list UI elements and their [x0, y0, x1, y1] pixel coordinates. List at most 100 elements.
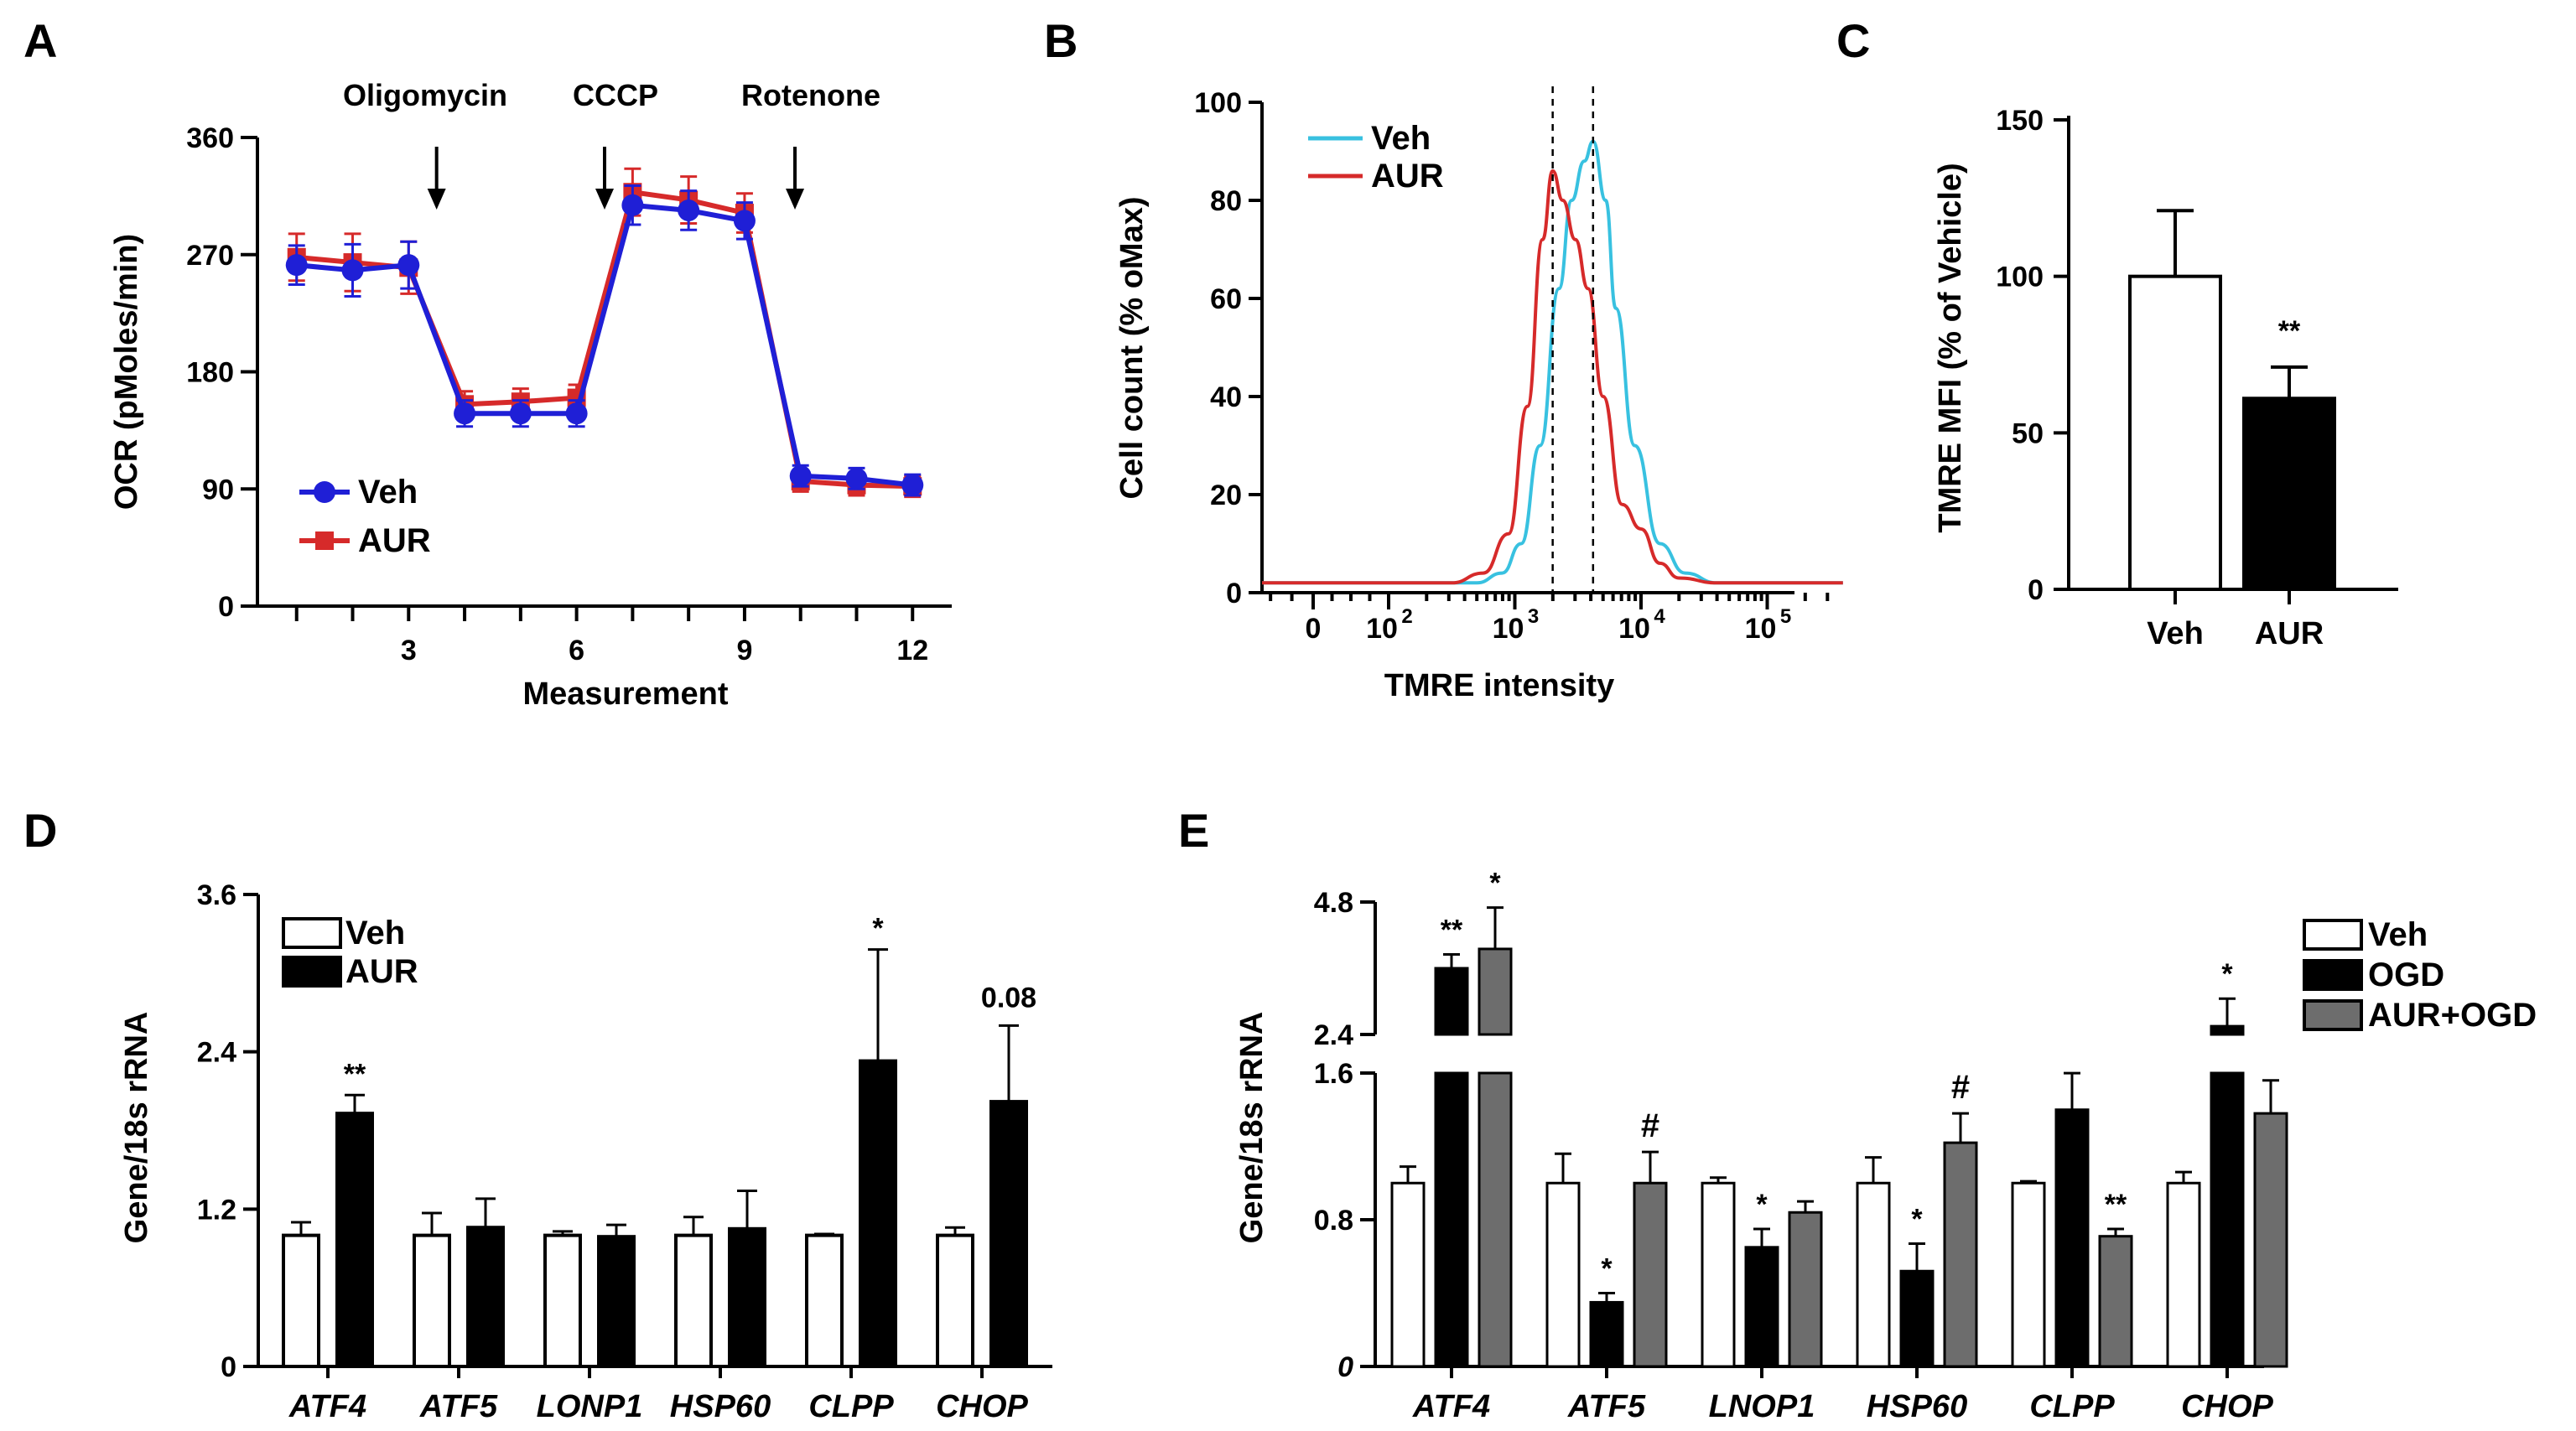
e-y-tick-label: 0.8: [1314, 1205, 1353, 1237]
b-y-tick-label: 100: [1194, 87, 1242, 119]
e-bar-ogd: [1899, 1269, 1935, 1368]
e-bar-aur-ogd-lower: [1478, 1071, 1513, 1368]
d-bar-aur: [335, 1112, 374, 1368]
d-gene-label: HSP60: [670, 1389, 771, 1424]
a-point-veh: [341, 259, 364, 282]
d-significance-marker: *: [872, 913, 884, 945]
e-y-tick-label: 1.6: [1314, 1058, 1353, 1090]
a-x-tick-label: 9: [736, 635, 752, 666]
panel-d-bar-chart: 0 1.2 2.4 3.6 Gene/18s rRNA ATF4 ** ATF5 LONP1 HS…: [119, 879, 1052, 1424]
e-significance-marker: *: [1601, 1253, 1613, 1285]
e-bar-ogd-lower: [2210, 1071, 2245, 1368]
e-significance-marker: #: [1641, 1107, 1659, 1144]
a-point-veh: [901, 474, 924, 496]
e-bar-veh: [1390, 1181, 1426, 1368]
c-significance-marker: **: [2278, 315, 2301, 347]
b-x-tick-label: 0: [1306, 613, 1322, 645]
e-significance-marker: *: [2221, 958, 2233, 990]
e-bar-ogd-upper: [2210, 1024, 2245, 1036]
a-point-veh: [285, 254, 308, 277]
b-x-tick-label: 10: [1745, 613, 1777, 645]
d-bar-aur: [989, 1100, 1028, 1369]
d-bar-veh: [282, 1233, 320, 1368]
b-x-tick-label: 10: [1493, 613, 1524, 645]
a-series-line-veh: [296, 202, 913, 488]
d-gene-label: CLPP: [808, 1389, 894, 1424]
a-point-veh: [454, 402, 476, 425]
e-significance-marker: *: [1489, 868, 1501, 900]
b-y-tick-label: 60: [1210, 283, 1242, 315]
a-point-veh: [789, 464, 812, 487]
e-bar-aur-ogd: [1788, 1211, 1823, 1368]
d-gene-label: LONP1: [537, 1389, 643, 1424]
a-legend-aur-marker: [315, 531, 334, 550]
e-significance-marker: *: [1911, 1203, 1923, 1235]
b-x-tick-exponent: 4: [1654, 605, 1665, 628]
a-series-line-aur: [296, 189, 913, 490]
d-bar-veh: [805, 1233, 844, 1368]
c-bar-aur: [2242, 397, 2336, 591]
c-y-tick-label: 100: [1996, 262, 2044, 293]
a-y-axis-title: OCR (pMoles/min): [109, 234, 144, 510]
b-x-tick-label: 10: [1618, 613, 1650, 645]
a-annotation-arrowhead: [427, 189, 446, 210]
d-bar-veh: [936, 1233, 974, 1368]
b-x-tick-exponent: 2: [1401, 605, 1412, 628]
e-bar-ogd: [2054, 1108, 2090, 1368]
b-x-tick-exponent: 5: [1780, 605, 1791, 628]
a-point-veh: [621, 194, 644, 216]
e-significance-marker: *: [1756, 1189, 1768, 1221]
e-legend-label: AUR+OGD: [2368, 997, 2537, 1034]
e-bar-aur-ogd: [2098, 1235, 2133, 1368]
panel-label-e: E: [1178, 804, 1209, 857]
d-bar-veh: [543, 1233, 582, 1368]
e-bar-aur-ogd: [1943, 1141, 1978, 1368]
d-legend-veh-swatch: [282, 917, 342, 949]
a-legend-veh-label: Veh: [358, 474, 418, 511]
d-gene-label: ATF4: [288, 1389, 366, 1424]
panel-label-d: D: [23, 804, 57, 857]
e-bar-aur-ogd: [1633, 1181, 1668, 1368]
e-bar-veh: [2011, 1181, 2046, 1368]
b-legend-aur-label: AUR: [1371, 158, 1444, 194]
d-bar-veh: [413, 1233, 451, 1368]
e-legend-label: Veh: [2368, 916, 2428, 953]
e-bar-veh: [1856, 1181, 1891, 1368]
c-x-tick-label: Veh: [2147, 616, 2204, 651]
e-legend-swatch-ogd: [2303, 959, 2363, 991]
a-y-tick-label: 180: [186, 357, 234, 389]
a-point-veh: [565, 402, 588, 425]
b-y-tick-label: 0: [1226, 578, 1242, 609]
b-y-axis-title: Cell count (% oMax): [1114, 196, 1150, 499]
a-point-veh: [733, 210, 756, 232]
d-y-axis-title: Gene/18s rRNA: [119, 1012, 154, 1244]
a-annotation-label: Rotenone: [741, 78, 880, 112]
e-y-tick-label: 0: [1337, 1351, 1353, 1383]
panel-label-b: B: [1044, 14, 1078, 67]
d-legend-veh-label: Veh: [345, 915, 405, 951]
b-legend-veh-label: Veh: [1371, 120, 1431, 157]
a-annotation-label: CCCP: [573, 78, 658, 112]
panel-c-bar-chart: 0 50 100 150 TMRE MFI (% of Vehicle) Veh AUR **: [1933, 105, 2398, 651]
d-legend-aur-label: AUR: [345, 953, 418, 990]
a-point-veh: [845, 467, 868, 490]
d-bar-aur: [728, 1226, 766, 1368]
d-gene-label: CHOP: [936, 1389, 1028, 1424]
e-bar-aur-ogd-upper: [1478, 947, 1513, 1036]
a-y-tick-label: 90: [202, 474, 234, 506]
d-significance-marker: 0.08: [981, 982, 1036, 1014]
a-legend-veh-marker: [314, 481, 335, 503]
c-y-tick-label: 50: [2012, 417, 2044, 449]
a-y-tick-label: 270: [186, 240, 234, 272]
e-significance-marker: #: [1951, 1069, 1970, 1106]
e-gene-label: LNOP1: [1709, 1389, 1815, 1424]
b-x-tick-label: 10: [1366, 613, 1398, 645]
d-bar-veh: [674, 1233, 713, 1368]
e-legend-label: OGD: [2368, 957, 2444, 993]
a-x-tick-label: 6: [569, 635, 584, 666]
panel-label-c: C: [1836, 14, 1870, 67]
a-x-axis-title: Measurement: [523, 677, 729, 712]
e-bar-ogd: [1589, 1300, 1624, 1368]
